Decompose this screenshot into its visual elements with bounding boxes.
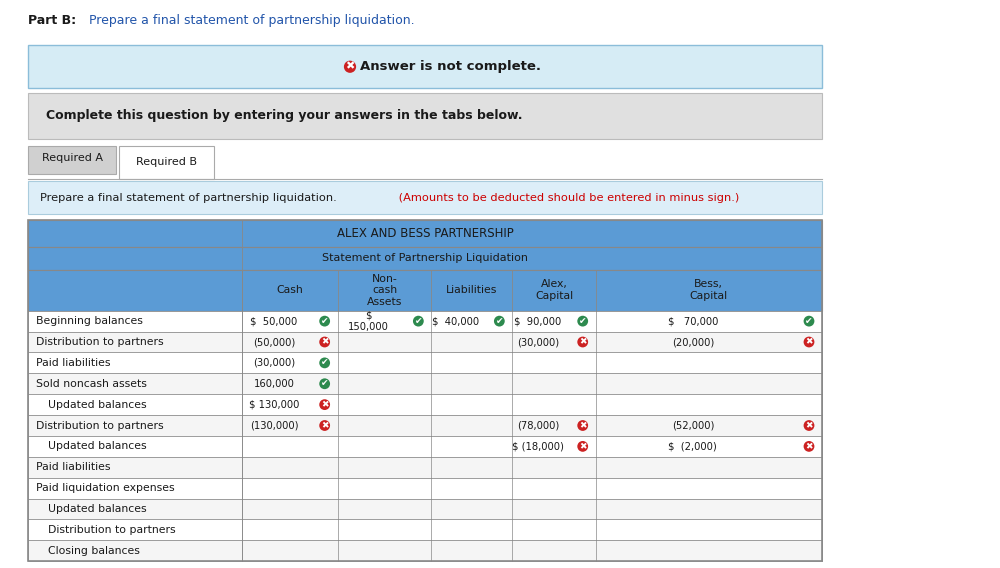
Text: Updated balances: Updated balances: [48, 400, 147, 410]
Text: Complete this question by entering your answers in the tabs below.: Complete this question by entering your …: [46, 110, 522, 122]
Text: $  90,000: $ 90,000: [514, 316, 562, 326]
Text: (50,000): (50,000): [253, 337, 295, 347]
Bar: [119, 146, 214, 179]
Text: Beginning balances: Beginning balances: [36, 316, 143, 326]
Bar: [28, 311, 822, 332]
Text: ALEX AND BESS PARTNERSHIP: ALEX AND BESS PARTNERSHIP: [337, 227, 513, 240]
Text: (78,000): (78,000): [517, 420, 559, 431]
Text: ✖: ✖: [321, 337, 328, 346]
Text: ✖: ✖: [805, 421, 813, 430]
Text: Paid liabilities: Paid liabilities: [36, 358, 110, 368]
Text: Closing balances: Closing balances: [48, 546, 140, 556]
Text: $
150,000: $ 150,000: [348, 310, 389, 332]
Bar: [28, 247, 822, 270]
Text: (20,000): (20,000): [672, 337, 714, 347]
Text: $   70,000: $ 70,000: [668, 316, 718, 326]
Text: Distribution to partners: Distribution to partners: [48, 525, 176, 535]
Text: Non-
cash
Assets: Non- cash Assets: [367, 274, 402, 307]
Text: (30,000): (30,000): [517, 337, 559, 347]
Text: $  (2,000): $ (2,000): [668, 441, 717, 452]
Bar: [28, 220, 822, 247]
Text: (30,000): (30,000): [253, 358, 295, 368]
Text: Sold noncash assets: Sold noncash assets: [36, 379, 147, 389]
Text: Required B: Required B: [136, 157, 197, 168]
Text: ✖: ✖: [805, 337, 813, 346]
Bar: [28, 332, 822, 352]
Text: Required A: Required A: [42, 153, 103, 163]
Text: Alex,
Capital: Alex, Capital: [535, 279, 573, 301]
Bar: [28, 270, 822, 311]
Bar: [28, 93, 822, 139]
Text: ✔: ✔: [496, 316, 503, 325]
Text: Updated balances: Updated balances: [48, 441, 147, 452]
Text: Answer is not complete.: Answer is not complete.: [360, 60, 541, 73]
Text: ✔: ✔: [321, 358, 328, 367]
Bar: [28, 499, 822, 520]
Bar: [28, 457, 822, 478]
Text: ✖: ✖: [321, 421, 328, 430]
Text: ✖: ✖: [579, 421, 586, 430]
Text: Paid liabilities: Paid liabilities: [36, 462, 110, 472]
Text: Bess,
Capital: Bess, Capital: [690, 279, 728, 301]
Bar: [28, 373, 822, 394]
Text: Paid liquidation expenses: Paid liquidation expenses: [36, 483, 175, 493]
Text: Distribution to partners: Distribution to partners: [36, 337, 164, 347]
Text: Prepare a final statement of partnership liquidation.: Prepare a final statement of partnership…: [85, 14, 415, 27]
Bar: [28, 415, 822, 436]
Text: ✖: ✖: [579, 337, 586, 346]
Text: Part B:: Part B:: [28, 14, 76, 27]
Text: $ (18,000): $ (18,000): [512, 441, 564, 452]
Bar: [28, 220, 822, 561]
Text: ✖: ✖: [345, 62, 355, 72]
Text: $  50,000: $ 50,000: [250, 316, 298, 326]
Text: Updated balances: Updated balances: [48, 504, 147, 514]
Text: ✔: ✔: [415, 316, 422, 325]
Text: ✖: ✖: [321, 400, 328, 409]
Bar: [28, 436, 822, 457]
Bar: [28, 45, 822, 88]
Text: ✔: ✔: [321, 379, 328, 389]
Text: ✔: ✔: [321, 316, 328, 325]
Text: ✔: ✔: [805, 316, 813, 325]
Text: $ 130,000: $ 130,000: [249, 400, 299, 410]
Text: ✖: ✖: [579, 442, 586, 451]
Text: $  40,000: $ 40,000: [432, 316, 479, 326]
Text: Liabilities: Liabilities: [446, 285, 498, 295]
Text: ✔: ✔: [579, 316, 586, 325]
Text: (Amounts to be deducted should be entered in minus sign.): (Amounts to be deducted should be entere…: [395, 193, 739, 203]
Text: (52,000): (52,000): [672, 420, 714, 431]
Bar: [28, 146, 116, 174]
Bar: [28, 352, 822, 373]
Text: Statement of Partnership Liquidation: Statement of Partnership Liquidation: [322, 253, 528, 264]
Bar: [28, 394, 822, 415]
Bar: [28, 478, 822, 499]
Bar: [28, 181, 822, 214]
Text: 160,000: 160,000: [254, 379, 294, 389]
Bar: [28, 540, 822, 561]
Text: Distribution to partners: Distribution to partners: [36, 420, 164, 431]
Text: ✖: ✖: [805, 442, 813, 451]
Text: Cash: Cash: [277, 285, 303, 295]
Text: (130,000): (130,000): [250, 420, 298, 431]
Text: Prepare a final statement of partnership liquidation.: Prepare a final statement of partnership…: [40, 193, 337, 203]
Bar: [28, 520, 822, 540]
